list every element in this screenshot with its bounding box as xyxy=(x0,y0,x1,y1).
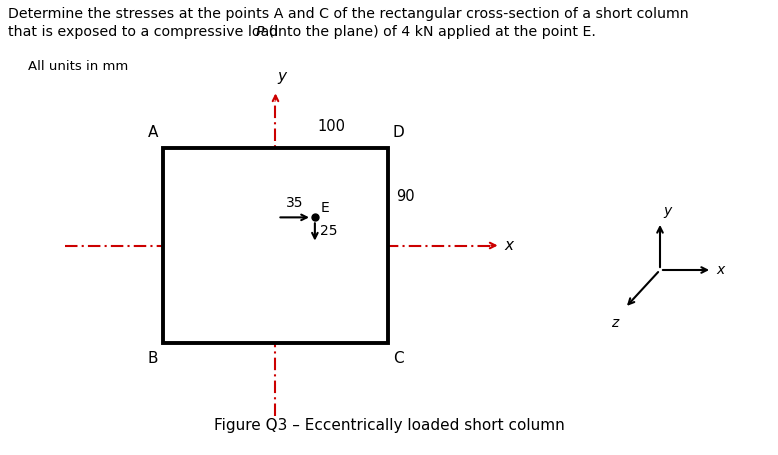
Bar xyxy=(163,148,388,343)
Text: 90: 90 xyxy=(396,189,415,204)
Text: A: A xyxy=(148,125,158,140)
Text: D: D xyxy=(393,125,405,140)
Text: B: B xyxy=(148,351,158,366)
Text: 35: 35 xyxy=(286,197,304,210)
Text: 100: 100 xyxy=(317,119,345,134)
Text: E: E xyxy=(321,202,330,215)
Text: that is exposed to a compressive load: that is exposed to a compressive load xyxy=(8,25,282,39)
Text: Figure Q3 – Eccentrically loaded short column: Figure Q3 – Eccentrically loaded short c… xyxy=(214,418,564,433)
Text: z: z xyxy=(611,316,618,330)
Text: (into the plane) of 4 kN applied at the point E.: (into the plane) of 4 kN applied at the … xyxy=(264,25,596,39)
Text: Determine the stresses at the points A and C of the rectangular cross-section of: Determine the stresses at the points A a… xyxy=(8,7,689,21)
Text: y: y xyxy=(663,204,671,218)
Text: x: x xyxy=(716,263,724,277)
Text: C: C xyxy=(393,351,404,366)
Text: x: x xyxy=(504,238,513,253)
Text: All units in mm: All units in mm xyxy=(28,60,128,73)
Text: P: P xyxy=(256,25,265,39)
Text: 25: 25 xyxy=(320,224,338,238)
Text: y: y xyxy=(278,70,286,85)
